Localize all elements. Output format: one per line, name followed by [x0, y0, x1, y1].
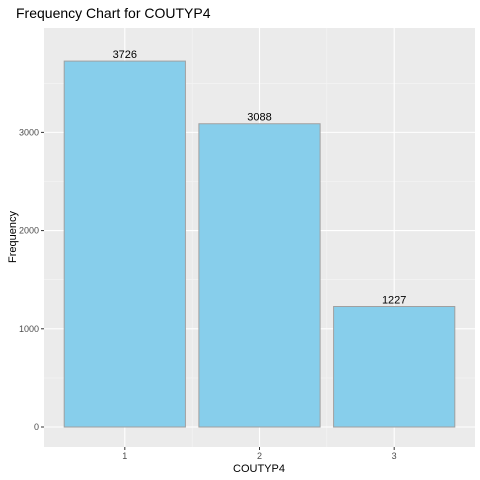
y-axis-title: Frequency: [7, 211, 19, 263]
x-tick-label: 1: [122, 451, 127, 461]
bar-2: [198, 123, 321, 428]
y-tick-label: 2000: [19, 226, 39, 236]
bars: [63, 60, 456, 428]
x-tick-label: 3: [392, 451, 397, 461]
x-tick-label: 2: [257, 451, 262, 461]
x-axis-title: COUTYP4: [233, 463, 285, 475]
data-label: 3726: [113, 49, 137, 61]
y-tick-label: 0: [34, 422, 39, 432]
data-labels: 3726 3088 1227: [113, 49, 407, 306]
x-axis: 1 2 3: [122, 447, 397, 461]
y-tick-label: 3000: [19, 127, 39, 137]
chart-title: Frequency Chart for COUTYP4: [16, 5, 211, 21]
y-tick-label: 1000: [19, 324, 39, 334]
bar-3: [333, 306, 456, 428]
data-label: 1227: [382, 295, 406, 307]
y-axis: 0 1000 2000 3000: [19, 127, 44, 432]
data-label: 3088: [247, 112, 271, 124]
bar-1: [63, 60, 186, 428]
